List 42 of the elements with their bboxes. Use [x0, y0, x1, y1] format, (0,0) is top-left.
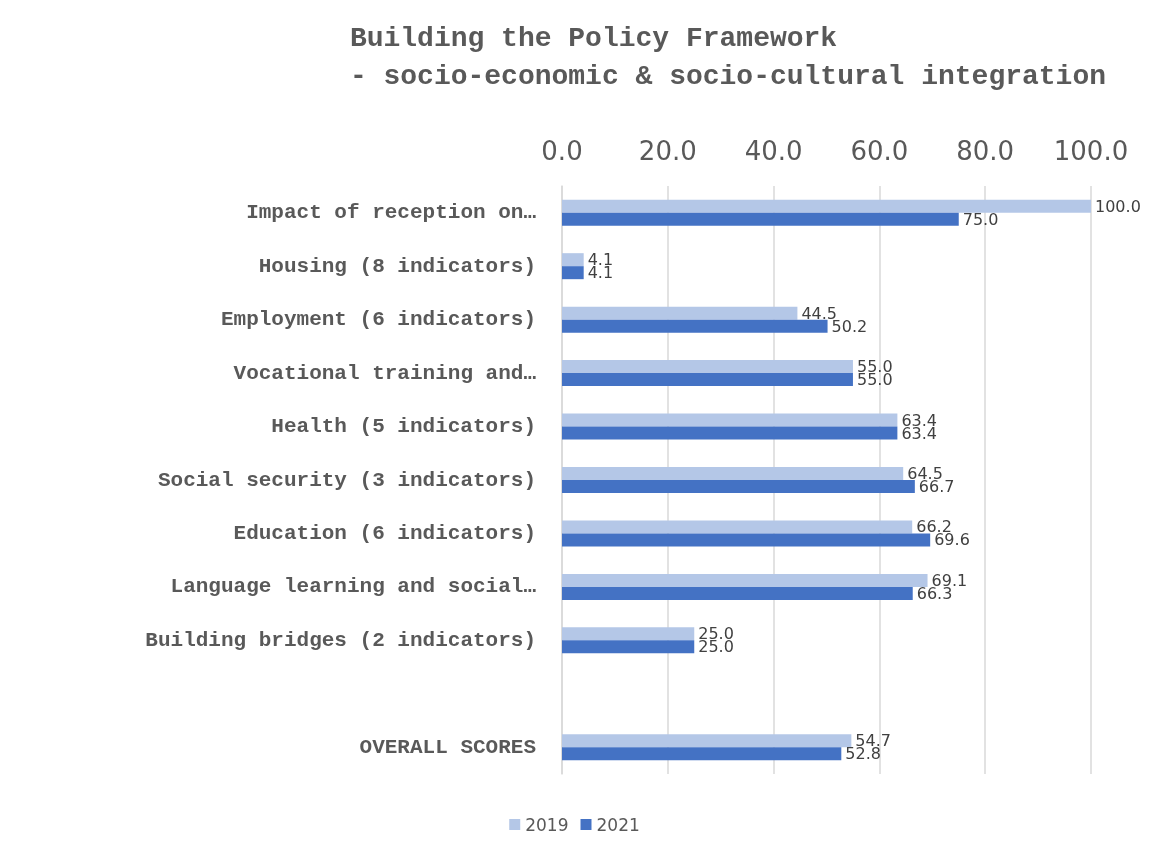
- y-tick-label: Health (5 indicators): [271, 415, 536, 439]
- x-tick-label: 20.0: [638, 136, 697, 166]
- x-tick-label: 100.0: [1053, 136, 1129, 166]
- bar: [562, 734, 852, 748]
- bar: [562, 640, 695, 654]
- x-tick-label: 0.0: [541, 136, 583, 166]
- y-tick-label: Vocational training and…: [233, 361, 537, 385]
- data-label: 100.0: [1095, 196, 1141, 216]
- bar: [562, 373, 853, 387]
- legend-label: 2021: [596, 814, 640, 835]
- bar: [562, 413, 898, 427]
- y-tick-label: OVERALL SCORES: [359, 735, 536, 759]
- bar: [562, 212, 959, 226]
- bar: [562, 627, 695, 641]
- bar: [562, 747, 842, 761]
- x-tick-label: 80.0: [956, 136, 1015, 166]
- y-tick-label: Social security (3 indicators): [157, 468, 536, 492]
- bar: [562, 467, 904, 480]
- bar: [562, 520, 913, 534]
- y-tick-label: Employment (6 indicators): [220, 308, 536, 332]
- x-tick-label: 40.0: [744, 136, 803, 166]
- chart-title: Building the Policy Framework: [349, 22, 838, 54]
- y-tick-label: Housing (8 indicators): [258, 254, 536, 278]
- data-label: 75.0: [962, 209, 999, 229]
- y-tick-label: Language learning and social…: [170, 575, 537, 599]
- bar: [562, 306, 798, 320]
- bar: [562, 360, 853, 374]
- bar: [562, 586, 913, 600]
- chart-subtitle: - socio-economic & socio-cultural integration: [349, 60, 1106, 92]
- x-tick-label: 60.0: [850, 136, 909, 166]
- bar: [562, 573, 928, 587]
- bar: [562, 480, 915, 493]
- legend-label: 2019: [525, 814, 569, 835]
- y-tick-label: Impact of reception on…: [246, 201, 537, 225]
- y-tick-label: Building bridges (2 indicators): [145, 628, 536, 652]
- bar: [562, 199, 1091, 213]
- bar: [562, 533, 931, 547]
- bar: [562, 319, 828, 333]
- y-tick-label: Education (6 indicators): [233, 521, 536, 545]
- bar: [562, 266, 584, 280]
- bar: [562, 426, 898, 440]
- bar: [562, 253, 584, 267]
